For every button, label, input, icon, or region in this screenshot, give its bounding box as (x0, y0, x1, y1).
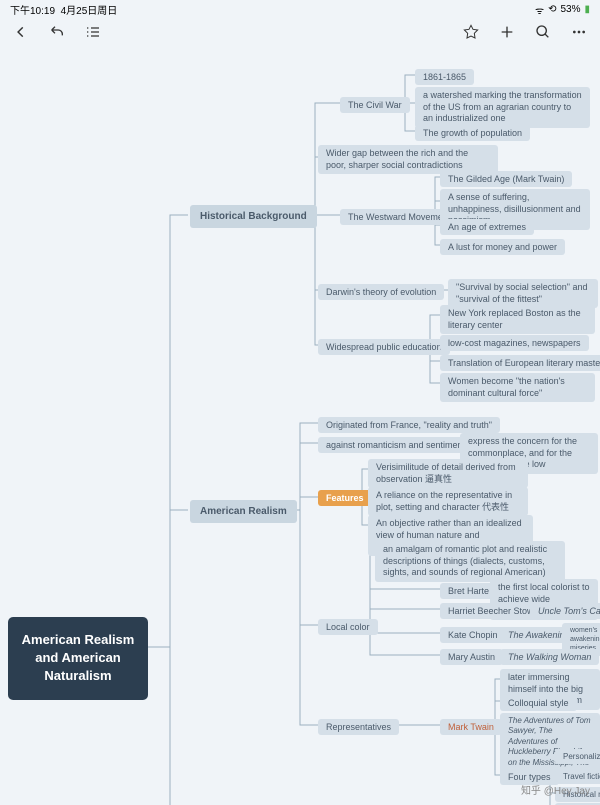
root-node[interactable]: American Realism and American Naturalism (8, 617, 148, 700)
branch-realism[interactable]: American Realism (190, 500, 297, 523)
node-local-color[interactable]: Local color (318, 619, 378, 635)
node-civil-war[interactable]: The Civil War (340, 97, 410, 113)
leaf[interactable]: Bret Harte (440, 583, 497, 599)
leaf[interactable]: "Survival by social selection" and "surv… (448, 279, 598, 308)
leaf[interactable]: New York replaced Boston as the literary… (440, 305, 595, 334)
leaf[interactable]: The Gilded Age (Mark Twain) (440, 171, 572, 187)
leaf[interactable]: a watershed marking the transformation o… (415, 87, 590, 128)
leaf[interactable]: an amalgam of romantic plot and realisti… (375, 541, 565, 582)
undo-icon[interactable] (48, 23, 66, 41)
leaf[interactable]: Mary Austin (440, 649, 503, 665)
node-features[interactable]: Features (318, 490, 372, 506)
leaf[interactable]: Wider gap between the rich and the poor,… (318, 145, 498, 174)
back-icon[interactable] (12, 23, 30, 41)
status-time: 下午10:19 (10, 6, 55, 17)
leaf[interactable]: A reliance on the representative in plot… (368, 487, 528, 516)
leaf[interactable]: Translation of European literary masters (440, 355, 600, 371)
leaf[interactable]: Personalized fiction (555, 749, 600, 764)
list-icon[interactable] (84, 23, 102, 41)
orientation-icon: ⟲ (548, 4, 556, 15)
node-mark-twain[interactable]: Mark Twain (440, 719, 502, 735)
branch-historical[interactable]: Historical Background (190, 205, 317, 228)
battery-pct: 53% (560, 4, 580, 15)
node-education[interactable]: Widespread public education (318, 339, 450, 355)
theme-icon[interactable] (462, 23, 480, 41)
node-darwin[interactable]: Darwin's theory of evolution (318, 284, 444, 300)
status-date: 4月25日周日 (61, 6, 118, 17)
leaf[interactable]: Verisimilitude of detail derived from ob… (368, 459, 528, 488)
status-bar: 下午10:19 4月25日周日 ᯤ ⟲ 53% ▮ (0, 0, 600, 19)
leaf[interactable]: Kate Chopin (440, 627, 506, 643)
leaf[interactable]: A lust for money and power (440, 239, 565, 255)
leaf[interactable]: low-cost magazines, newspapers (440, 335, 589, 351)
watermark: 知乎 @Hey Jay (521, 782, 590, 797)
mindmap-canvas[interactable]: American Realism and American Naturalism… (0, 45, 600, 805)
leaf[interactable]: Women become "the nation's dominant cult… (440, 373, 595, 402)
wifi-icon: ᯤ (535, 3, 544, 17)
leaf[interactable]: Originated from France, "reality and tru… (318, 417, 500, 433)
add-icon[interactable] (498, 23, 516, 41)
leaf[interactable]: The Walking Woman (500, 649, 599, 665)
leaf[interactable]: An age of extremes (440, 219, 534, 235)
toolbar (0, 19, 600, 45)
search-icon[interactable] (534, 23, 552, 41)
more-icon[interactable] (570, 23, 588, 41)
leaf[interactable]: Uncle Tom's Cabin (530, 603, 600, 619)
battery-icon: ▮ (584, 4, 590, 15)
node-representatives[interactable]: Representatives (318, 719, 399, 735)
leaf[interactable]: 1861-1865 (415, 69, 474, 85)
leaf[interactable]: The growth of population (415, 125, 530, 141)
leaf[interactable]: Colloquial style (500, 695, 577, 711)
